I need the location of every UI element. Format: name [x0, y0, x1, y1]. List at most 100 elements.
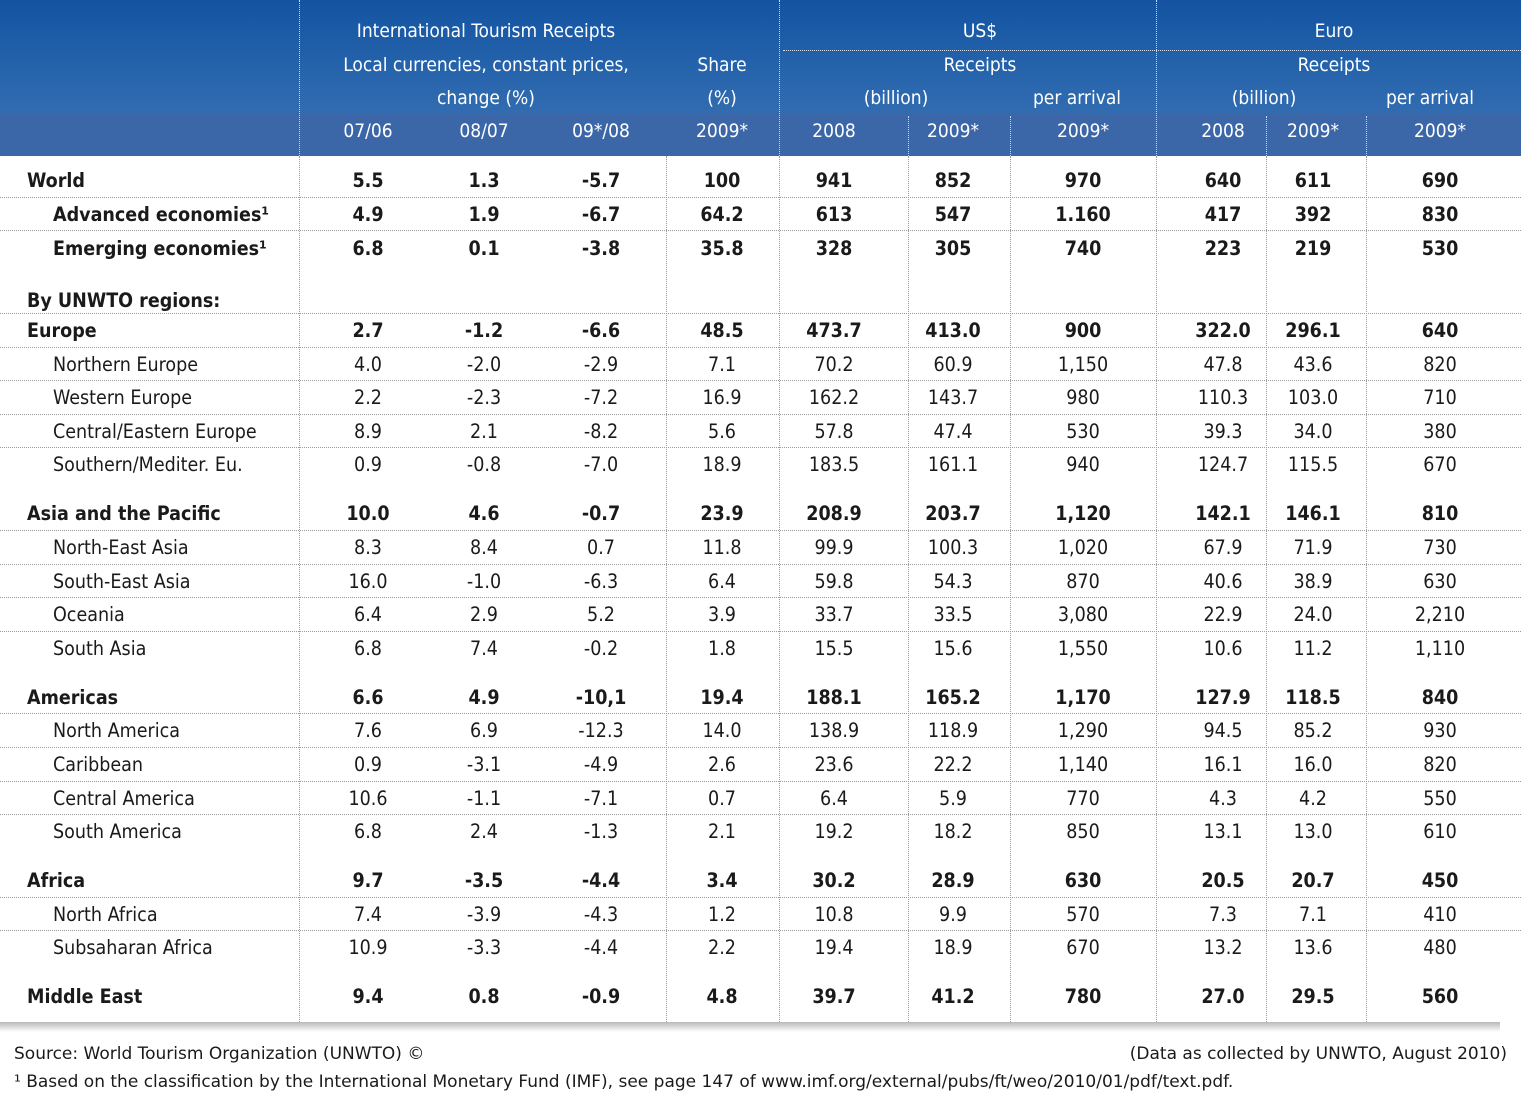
table-cell: 770	[1066, 787, 1100, 810]
table-row: Asia and the Pacific 10.0 4.6 -0.7 23.9 208.9…	[0, 497, 1521, 529]
table-cell: 5.5	[352, 169, 384, 192]
table-cell: 60.9	[933, 353, 973, 376]
table-cell: 40.6	[1203, 570, 1243, 593]
table-cell: -4.4	[583, 936, 619, 959]
euro-receipts: Receipts	[1297, 54, 1371, 76]
table-cell: 7.4	[470, 637, 498, 660]
table-cell: 39.3	[1203, 420, 1243, 443]
table-cell: 4.9	[352, 203, 384, 226]
table-cell: 183.5	[808, 453, 860, 476]
table-cell: -1.3	[583, 820, 619, 843]
table-cell: 1.2	[708, 903, 736, 926]
column-divider	[1366, 156, 1367, 1022]
table-cell: 8.3	[354, 536, 382, 559]
table-cell: 7.3	[1209, 903, 1237, 926]
table-row: Southern/Mediter. Eu. 0.9 -0.8 -7.0 18.9 183.…	[0, 448, 1521, 480]
row-label: South Asia	[53, 637, 147, 660]
table-row: By UNWTO regions:	[0, 284, 1521, 316]
table-cell: 38.9	[1293, 570, 1333, 593]
table-header: International Tourism Receipts Local cur…	[0, 0, 1521, 156]
table-row: Subsaharan Africa 10.9 -3.3 -4.4 2.2 19.4 18.9…	[0, 931, 1521, 963]
table-cell: 7.4	[354, 903, 382, 926]
row-label: Southern/Mediter. Eu.	[53, 453, 243, 476]
table-cell: 13.2	[1203, 936, 1243, 959]
table-cell: 5.2	[587, 603, 615, 626]
header-divider	[299, 0, 300, 156]
table-cell: -7.0	[583, 453, 619, 476]
euro-billion: (billion)	[1231, 87, 1297, 109]
row-label: Subsaharan Africa	[53, 936, 213, 959]
table-cell: 219	[1294, 237, 1332, 260]
table-cell: 203.7	[925, 502, 981, 525]
table-cell: 20.7	[1291, 869, 1335, 892]
table-cell: 2.2	[354, 386, 382, 409]
table-cell: -3.9	[466, 903, 502, 926]
header-subdivider	[1266, 116, 1267, 156]
year-header-band	[0, 114, 1521, 156]
table-cell: 34.0	[1293, 420, 1333, 443]
table-cell: 450	[1421, 869, 1459, 892]
row-label: Western Europe	[53, 386, 193, 409]
table-cell: -6.6	[581, 319, 621, 342]
table-cell: 11.2	[1293, 637, 1333, 660]
collection-note: (Data as collected by UNWTO, August 2010…	[1129, 1044, 1507, 1064]
table-cell: 6.4	[708, 570, 736, 593]
table-cell: 6.8	[352, 237, 384, 260]
table-cell: 54.3	[933, 570, 973, 593]
table-cell: 162.2	[808, 386, 860, 409]
header-rule	[783, 50, 1521, 51]
table-cell: 33.5	[933, 603, 973, 626]
row-label: Central/Eastern Europe	[53, 420, 257, 443]
table-cell: 100	[703, 169, 741, 192]
row-separator	[0, 930, 1521, 931]
table-cell: 4.3	[1209, 787, 1237, 810]
table-cell: 9.4	[352, 985, 384, 1008]
table-cell: -0.9	[581, 985, 621, 1008]
table-cell: -3.5	[464, 869, 504, 892]
table-cell: 19.4	[700, 686, 744, 709]
row-separator	[0, 747, 1521, 748]
table-cell: 161.1	[927, 453, 979, 476]
row-separator	[0, 814, 1521, 815]
table-row: Western Europe 2.2 -2.3 -7.2 16.9 162.2 143.7 9…	[0, 381, 1521, 413]
table-cell: 13.6	[1293, 936, 1333, 959]
table-cell: -6.3	[583, 570, 619, 593]
row-label: Central America	[53, 787, 195, 810]
year-col-4: 2009*	[695, 120, 749, 142]
table-row: Africa 9.7 -3.5 -4.4 3.4 30.2 28.9 630 20.5 20.7 4…	[0, 864, 1521, 896]
table-cell: 8.4	[470, 536, 498, 559]
usd-receipts: Receipts	[943, 54, 1017, 76]
row-separator	[0, 230, 1521, 231]
table-cell: 6.4	[820, 787, 848, 810]
table-cell: -2.3	[466, 386, 502, 409]
table-cell: 10.6	[348, 787, 388, 810]
table-cell: 0.8	[468, 985, 500, 1008]
table-cell: 70.2	[814, 353, 854, 376]
table-cell: 9.7	[352, 869, 384, 892]
row-separator	[0, 380, 1521, 381]
table-cell: 970	[1064, 169, 1102, 192]
year-col-2: 08/07	[459, 120, 509, 142]
itr-title: International Tourism Receipts	[356, 20, 616, 42]
table-cell: 13.1	[1203, 820, 1243, 843]
table-cell: 146.1	[1285, 502, 1341, 525]
table-row: South-East Asia 16.0 -1.0 -6.3 6.4 59.8 54.3 87…	[0, 565, 1521, 597]
table-cell: -2.9	[583, 353, 619, 376]
table-cell: 8.9	[354, 420, 382, 443]
table-row: Advanced economies¹ 4.9 1.9 -6.7 64.2 613 547 1…	[0, 198, 1521, 230]
column-divider	[1266, 156, 1267, 1022]
table-cell: -7.2	[583, 386, 619, 409]
table-cell: 7.1	[1299, 903, 1327, 926]
table-cell: 710	[1423, 386, 1457, 409]
table-cell: 613	[815, 203, 853, 226]
table-cell: 1,170	[1055, 686, 1111, 709]
euro-per-arrival: per arrival	[1385, 87, 1475, 109]
table-cell: 2.1	[708, 820, 736, 843]
table-cell: -12.3	[578, 719, 624, 742]
row-label: Americas	[27, 686, 119, 709]
table-cell: 59.8	[814, 570, 854, 593]
table-cell: 24.0	[1293, 603, 1333, 626]
table-row: South Asia 6.8 7.4 -0.2 1.8 15.5 15.6 1,550 10.6…	[0, 632, 1521, 664]
column-divider	[299, 156, 300, 1022]
table-cell: 0.9	[354, 753, 382, 776]
